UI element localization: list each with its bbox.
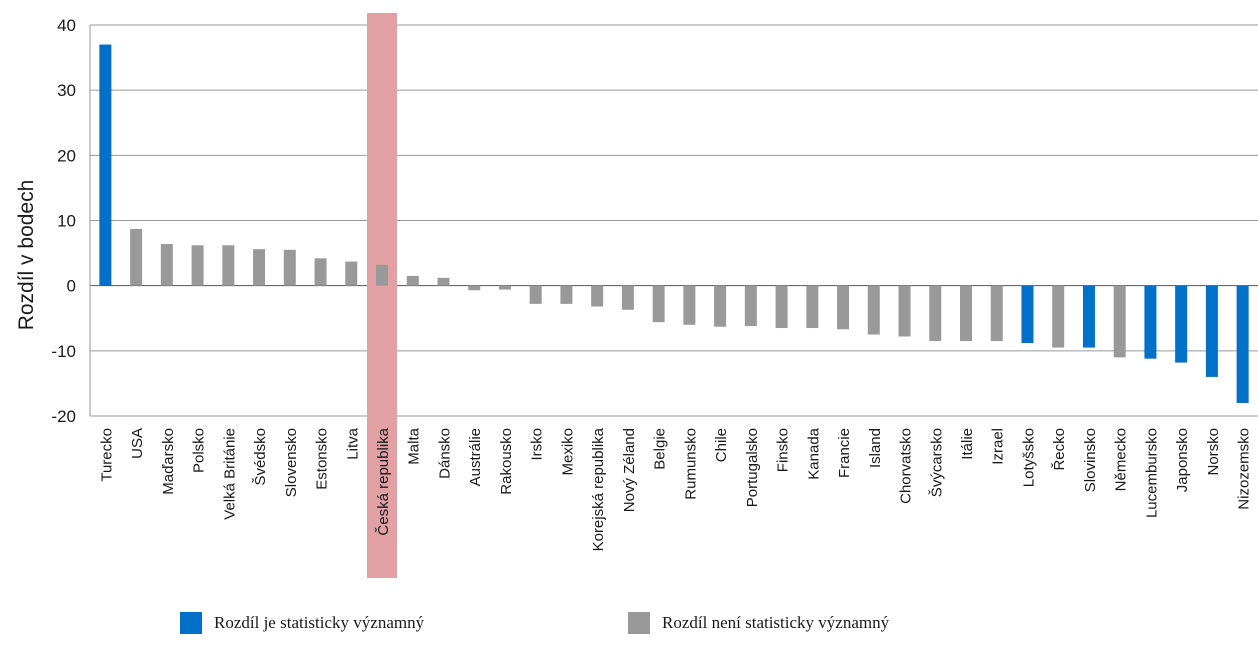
x-tick-label: Norsko — [1205, 428, 1222, 476]
y-tick-label: 0 — [67, 277, 76, 296]
bar — [960, 285, 972, 342]
x-tick-label: Irsko — [529, 428, 546, 461]
x-tick-label: Slovensko — [283, 428, 300, 497]
bar — [130, 228, 143, 286]
bar — [314, 258, 327, 286]
x-tick-label: Izrael — [990, 428, 1007, 465]
x-tick-label: Turecko — [98, 428, 115, 482]
y-tick-label: -10 — [51, 342, 76, 361]
bar — [468, 285, 481, 291]
x-tick-label: Rakousko — [498, 428, 515, 495]
bar — [222, 245, 235, 286]
legend-significant: Rozdíl je statisticky významný — [180, 612, 424, 634]
x-tick-label: Švýcarsko — [928, 428, 945, 497]
bar — [867, 285, 880, 335]
bar-chart: -20 -10 0 10 20 30 40 Turecko USA Maďarsko Polsko… — [15, 13, 1258, 578]
bar — [376, 264, 388, 286]
legend-swatch-not-significant — [628, 612, 650, 634]
bar — [99, 44, 112, 286]
bar — [744, 285, 757, 327]
bar — [929, 285, 942, 342]
bar — [283, 249, 296, 286]
bar — [345, 261, 358, 286]
x-tick-label: Itálie — [959, 428, 976, 460]
x-tick-label: Švédsko — [252, 428, 269, 486]
highlight-band — [367, 13, 397, 578]
x-tick-label: Malta — [406, 427, 423, 464]
legend-label-significant: Rozdíl je statisticky významný — [214, 613, 425, 632]
x-tick-label: Nizozemsko — [1236, 428, 1253, 510]
y-axis-label: Rozdíl v bodech — [15, 180, 38, 331]
bar — [806, 285, 819, 329]
bar — [898, 285, 911, 337]
x-tick-label: Kanada — [805, 427, 822, 479]
x-tick-label: Rumunsko — [682, 428, 699, 500]
x-tick-label: Belgie — [652, 428, 669, 470]
y-tick-label: -20 — [51, 407, 76, 426]
bar — [1144, 285, 1157, 359]
x-tick-label: Řecko — [1051, 428, 1068, 471]
x-tick-label: Chorvatsko — [898, 428, 915, 504]
x-tick-label: Dánsko — [436, 428, 453, 479]
bar — [652, 285, 665, 323]
x-tick-label: Mexiko — [559, 428, 576, 476]
y-tick-label: 40 — [57, 16, 76, 35]
x-tick-label: Finsko — [775, 428, 792, 472]
bar — [529, 285, 542, 304]
bar — [990, 285, 1003, 342]
x-tick-label: Portugalsko — [744, 428, 761, 507]
bar — [714, 285, 727, 327]
y-tick-label: 20 — [57, 146, 76, 165]
x-tick-label: Korejská republika — [590, 427, 607, 551]
bar — [775, 285, 788, 329]
x-tick-label: Japonsko — [1174, 428, 1191, 492]
bar — [1205, 285, 1218, 377]
x-tick-label: Německo — [1113, 428, 1130, 491]
bar — [1236, 285, 1249, 403]
bar — [253, 249, 266, 286]
bar — [1052, 285, 1065, 348]
x-tick-label: Velká Británie — [221, 428, 238, 520]
bar — [191, 245, 204, 286]
x-tick-label: Francie — [836, 428, 853, 478]
x-tick-label: Chile — [713, 428, 730, 462]
bar — [1082, 285, 1095, 348]
x-tick-label: Lucembursko — [1143, 428, 1160, 518]
bar — [591, 285, 604, 307]
x-tick-label: Litva — [344, 427, 361, 459]
bar — [560, 285, 573, 304]
x-tick-label: Slovinsko — [1082, 428, 1099, 492]
x-tick-label: Česká republika — [375, 427, 392, 535]
y-tick-label: 30 — [57, 81, 76, 100]
x-tick-label: Austrálie — [467, 428, 484, 486]
x-tick-label: Polsko — [191, 428, 208, 473]
bar — [621, 285, 634, 310]
y-tick-label: 10 — [57, 212, 76, 231]
bar — [837, 285, 850, 330]
x-tick-label: Nový Zéland — [621, 428, 638, 512]
bar — [406, 275, 419, 286]
bar — [160, 243, 173, 286]
x-tick-label: Maďarsko — [160, 428, 177, 495]
x-tick-label: Estonsko — [314, 428, 331, 490]
legend-label-not-significant: Rozdíl není statisticky významný — [662, 613, 890, 632]
bar — [1113, 285, 1126, 358]
legend-not-significant: Rozdíl není statisticky významný — [628, 612, 889, 634]
bar — [683, 285, 696, 325]
x-tick-label: Lotyšsko — [1020, 428, 1037, 487]
x-tick-label: USA — [129, 428, 146, 459]
bar — [437, 277, 450, 286]
legend-swatch-significant — [180, 612, 202, 634]
bar — [498, 285, 511, 290]
bar — [1175, 285, 1188, 363]
bar — [1021, 285, 1034, 344]
x-tick-label: Island — [867, 428, 884, 468]
